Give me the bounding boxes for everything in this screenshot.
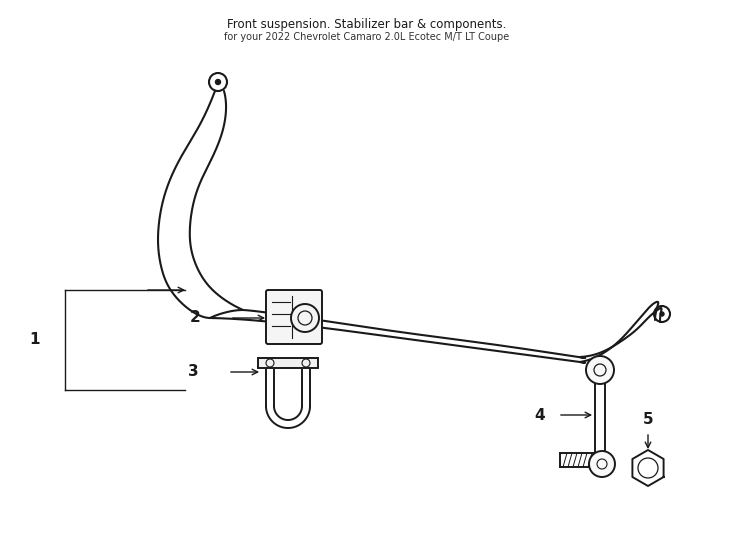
Text: Front suspension. Stabilizer bar & components.: Front suspension. Stabilizer bar & compo… xyxy=(228,18,506,31)
Circle shape xyxy=(589,451,615,477)
Circle shape xyxy=(660,312,664,316)
Circle shape xyxy=(266,359,274,367)
Text: 5: 5 xyxy=(643,413,653,428)
FancyBboxPatch shape xyxy=(266,290,322,344)
Text: for your 2022 Chevrolet Camaro 2.0L Ecotec M/T LT Coupe: for your 2022 Chevrolet Camaro 2.0L Ecot… xyxy=(225,32,509,42)
Circle shape xyxy=(291,304,319,332)
Circle shape xyxy=(302,359,310,367)
Text: 3: 3 xyxy=(188,364,198,380)
Bar xyxy=(258,358,318,368)
Text: 2: 2 xyxy=(189,310,200,326)
Circle shape xyxy=(586,356,614,384)
Circle shape xyxy=(216,79,220,84)
Text: 1: 1 xyxy=(30,333,40,348)
Text: 4: 4 xyxy=(534,408,545,422)
